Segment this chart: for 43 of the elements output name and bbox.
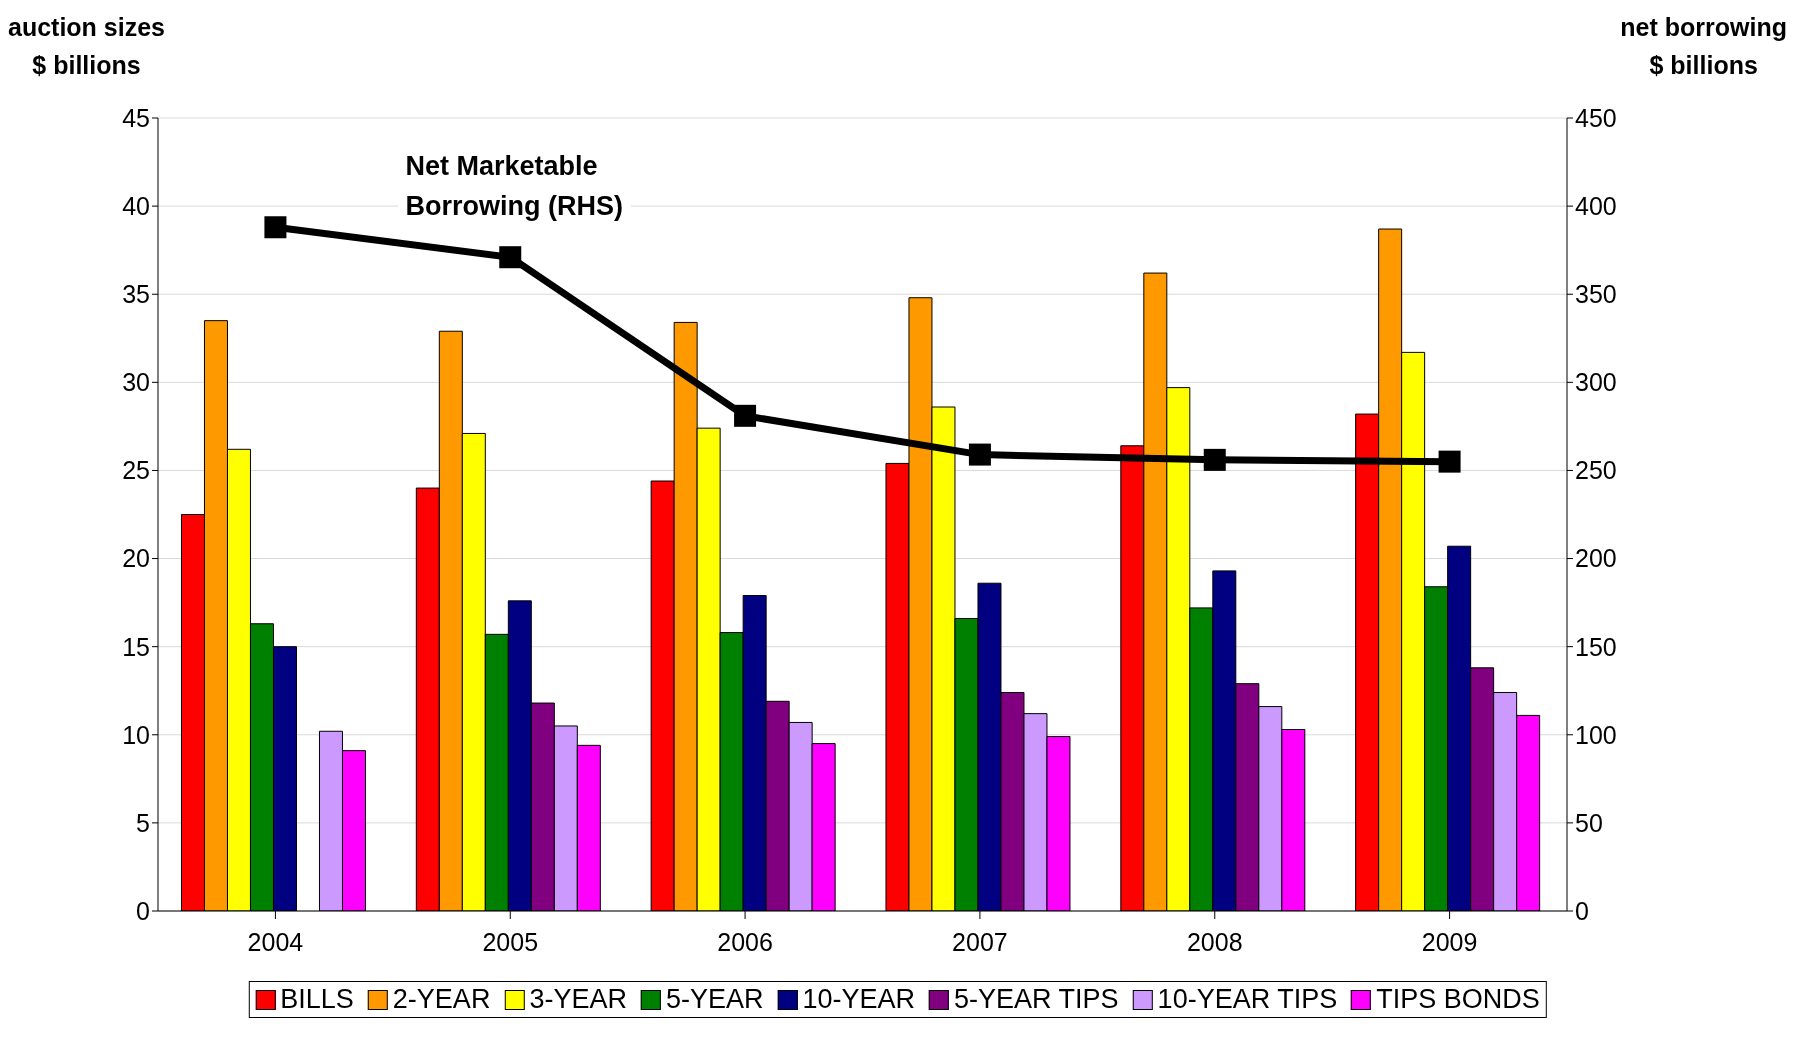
x-tick-label: 2004 — [247, 927, 304, 956]
y-tick-label: 0 — [136, 896, 150, 925]
x-tick-label: 2005 — [482, 927, 539, 956]
x-tick-label: 2006 — [717, 927, 773, 956]
legend-label: 10-YEAR — [802, 984, 916, 1015]
y-axis-title: auction sizes $ billions — [8, 12, 165, 81]
legend-label: 5-YEAR — [665, 984, 764, 1015]
point — [264, 216, 287, 239]
point — [734, 404, 757, 427]
y-tick-label: 45 — [122, 103, 150, 132]
x-tick-label: 2008 — [1186, 927, 1243, 956]
y-tick-label: 15 — [122, 632, 150, 661]
legend-label: 10-YEAR TIPS — [1157, 984, 1338, 1015]
point — [968, 443, 991, 466]
y2-tick-label: 350 — [1575, 280, 1617, 309]
point — [499, 246, 522, 269]
y2-tick-label: 150 — [1575, 632, 1617, 661]
legend-label: 5-YEAR TIPS — [954, 984, 1119, 1015]
y-tick-label: 20 — [122, 544, 150, 573]
y2-tick-label: 400 — [1575, 191, 1617, 220]
y2-tick-label: 100 — [1575, 720, 1617, 749]
y2-tick-label: 300 — [1575, 368, 1617, 397]
y-tick-label: 10 — [122, 720, 150, 749]
legend-label: 2-YEAR — [392, 984, 491, 1015]
y-tick-label: 40 — [122, 191, 150, 220]
y2-tick-label: 250 — [1575, 456, 1617, 485]
legend-label: TIPS BONDS — [1376, 984, 1540, 1015]
x-tick-label: 2009 — [1421, 927, 1478, 956]
annotation: Net Marketable Borrowing (RHS) — [397, 146, 631, 226]
y2-tick-label: 200 — [1575, 544, 1617, 573]
point — [1203, 448, 1226, 471]
y-tick-label: 25 — [122, 456, 150, 485]
legend-label: BILLS — [280, 984, 354, 1015]
x-tick-label: 2007 — [952, 927, 1008, 956]
legend-label: 3-YEAR — [529, 984, 627, 1015]
y2-tick-label: 50 — [1575, 808, 1603, 837]
y-tick-label: 35 — [122, 280, 150, 309]
y-tick-label: 30 — [122, 368, 150, 397]
y2-tick-label: 0 — [1575, 896, 1589, 925]
point — [1438, 450, 1461, 473]
y-tick-label: 5 — [136, 808, 150, 837]
y2-axis-title: net borrowing $ billions — [1620, 12, 1787, 81]
y2-tick-label: 450 — [1575, 103, 1617, 132]
